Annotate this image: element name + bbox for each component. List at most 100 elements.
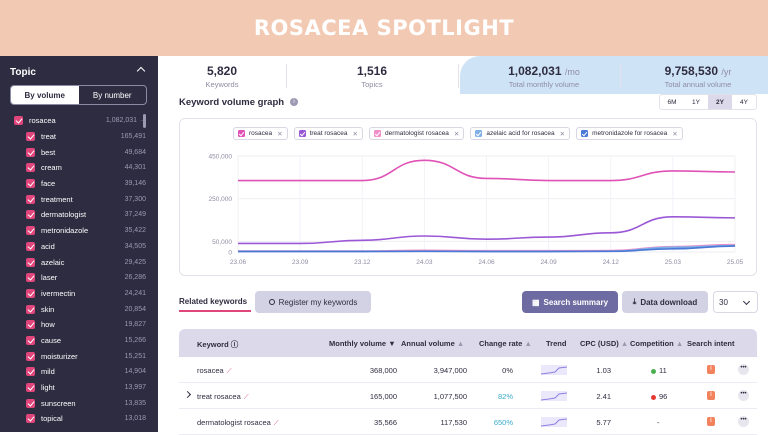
keyword-text: dermatologist rosacea bbox=[197, 418, 271, 427]
topic-item[interactable]: metronidazole 35,422 bbox=[0, 223, 150, 239]
search-summary-button[interactable]: ▦ Search summary bbox=[522, 291, 618, 313]
range-4y[interactable]: 4Y bbox=[740, 98, 748, 106]
table-row[interactable]: dermatologist rosacea ⟋ 35,566 117,530 650% 5… bbox=[179, 409, 757, 435]
more-icon[interactable]: ••• bbox=[738, 390, 749, 401]
checkbox-icon[interactable] bbox=[26, 304, 35, 314]
topic-label: ivermectin bbox=[41, 288, 76, 298]
by-number-button[interactable]: By number bbox=[92, 90, 132, 100]
sort-icon: ▲ bbox=[620, 339, 629, 348]
topic-item[interactable]: light 13,997 bbox=[0, 380, 150, 396]
checkbox-icon[interactable] bbox=[26, 320, 35, 330]
stat-monthly: 1,082,031 /mo Total monthly volume bbox=[474, 56, 614, 94]
topic-item[interactable]: best 49,684 bbox=[0, 144, 150, 160]
topic-item[interactable]: moisturizer 15,251 bbox=[0, 348, 150, 364]
topic-item[interactable]: skin 20,854 bbox=[0, 301, 150, 317]
checkbox-icon[interactable] bbox=[26, 241, 35, 251]
y-tick-label: 250,000 bbox=[209, 196, 233, 203]
topic-item[interactable]: treat 165,491 bbox=[0, 129, 150, 145]
topic-item[interactable]: how 19,827 bbox=[0, 317, 150, 333]
topic-volume: 37,249 bbox=[124, 211, 146, 219]
chevron-up-icon[interactable] bbox=[136, 66, 146, 76]
checkbox-icon[interactable] bbox=[26, 335, 35, 345]
topic-item[interactable]: acid 34,505 bbox=[0, 239, 150, 255]
checkbox-icon[interactable] bbox=[26, 147, 35, 157]
topic-item[interactable]: cause 15,266 bbox=[0, 333, 150, 349]
checkbox-icon[interactable] bbox=[26, 132, 35, 142]
range-2y[interactable]: 2Y bbox=[708, 95, 732, 109]
col-competition[interactable]: Competition ▲ bbox=[630, 339, 683, 348]
checkbox-icon[interactable] bbox=[26, 367, 35, 377]
series-chip[interactable]: dermatologist rosacea ✕ bbox=[368, 127, 465, 140]
topic-item[interactable]: laser 26,286 bbox=[0, 270, 150, 286]
range-6m[interactable]: 6M bbox=[667, 98, 677, 106]
checkbox-icon[interactable] bbox=[581, 130, 589, 137]
expand-icon[interactable] bbox=[183, 390, 192, 399]
table-row[interactable]: treat rosacea ⟋ 165,000 1,077,500 82% 2.41 96 I… bbox=[179, 383, 757, 409]
close-icon[interactable]: ✕ bbox=[559, 130, 566, 138]
close-icon[interactable]: ✕ bbox=[352, 130, 358, 138]
topic-label: best bbox=[41, 147, 56, 157]
topic-item[interactable]: mild 14,904 bbox=[0, 364, 150, 380]
chart-icon[interactable]: ⟋ bbox=[273, 420, 279, 427]
checkbox-icon[interactable] bbox=[26, 383, 35, 393]
checkbox-icon[interactable] bbox=[14, 116, 23, 126]
range-1y[interactable]: 1Y bbox=[692, 98, 700, 106]
checkbox-icon[interactable] bbox=[26, 194, 35, 204]
checkbox-icon[interactable] bbox=[475, 130, 483, 137]
checkbox-icon[interactable] bbox=[238, 130, 245, 137]
col-monthly[interactable]: Monthly volume ▼ bbox=[329, 339, 396, 348]
checkbox-icon[interactable] bbox=[26, 273, 35, 283]
topic-item[interactable]: topical 13,018 bbox=[0, 411, 150, 427]
by-volume-button[interactable]: By volume bbox=[11, 86, 79, 104]
stat-label: Keywords bbox=[205, 80, 239, 89]
checkbox-icon[interactable] bbox=[26, 226, 35, 236]
checkbox-icon[interactable] bbox=[26, 288, 35, 298]
checkbox-icon[interactable] bbox=[26, 398, 35, 408]
page-size-select[interactable]: 30 bbox=[713, 291, 758, 313]
topic-item[interactable]: dermatologist 37,249 bbox=[0, 207, 150, 223]
col-annual[interactable]: Annual volume ▲ bbox=[401, 339, 464, 348]
checkbox-icon[interactable] bbox=[26, 257, 35, 267]
topic-item[interactable]: face 39,146 bbox=[0, 176, 150, 192]
topic-label: face bbox=[41, 179, 56, 189]
more-icon[interactable]: ••• bbox=[738, 416, 749, 427]
topic-item[interactable]: ivermectin 24,241 bbox=[0, 286, 150, 302]
col-change[interactable]: Change rate ▲ bbox=[479, 339, 532, 348]
checkbox-icon[interactable] bbox=[298, 130, 306, 137]
cpc-value: 2.41 bbox=[596, 392, 611, 401]
checkbox-icon[interactable] bbox=[26, 210, 35, 220]
topic-item[interactable]: rosacea 1,082,031 → bbox=[0, 113, 150, 129]
topic-item[interactable]: azelaic 29,425 bbox=[0, 254, 150, 270]
info-icon[interactable]: i bbox=[290, 98, 298, 106]
data-download-button[interactable]: ⤓ Data download bbox=[622, 291, 708, 313]
series-chip[interactable]: metronidazole for rosacea ✕ bbox=[576, 127, 683, 140]
col-keyword[interactable]: Keyword ⓘ bbox=[197, 339, 238, 350]
topic-item[interactable]: cream 44,301 bbox=[0, 160, 150, 176]
table-body: rosacea ⟋ 368,000 3,947,000 0% 1.03 11 I ••• trea… bbox=[179, 357, 757, 435]
register-keywords-button[interactable]: Register my keywords bbox=[255, 291, 371, 313]
series-chip[interactable]: azelaic acid for rosacea ✕ bbox=[470, 127, 571, 140]
chart-icon[interactable]: ⟋ bbox=[243, 394, 249, 401]
topic-item[interactable]: sunscreen 13,835 bbox=[0, 395, 150, 411]
series-chip[interactable]: rosacea ✕ bbox=[233, 127, 288, 140]
tab-related-keywords[interactable]: Related keywords bbox=[179, 297, 248, 306]
close-icon[interactable]: ✕ bbox=[277, 130, 283, 138]
close-icon[interactable]: ✕ bbox=[453, 130, 460, 138]
checkbox-icon[interactable] bbox=[26, 163, 35, 173]
x-tick-label: 24.09 bbox=[540, 259, 557, 266]
series-chip[interactable]: treat rosacea ✕ bbox=[293, 127, 363, 140]
checkbox-icon[interactable] bbox=[26, 351, 35, 361]
series-name: dermatologist rosacea bbox=[384, 130, 449, 137]
checkbox-icon[interactable] bbox=[26, 179, 35, 189]
checkbox-icon[interactable] bbox=[373, 130, 381, 137]
close-icon[interactable]: ✕ bbox=[672, 130, 678, 138]
more-icon[interactable]: ••• bbox=[738, 364, 749, 375]
checkbox-icon[interactable] bbox=[26, 414, 35, 424]
trend-sparkline bbox=[541, 365, 567, 375]
chart-icon[interactable]: ⟋ bbox=[226, 368, 232, 375]
sidebar-scrollbar[interactable] bbox=[143, 114, 146, 128]
col-cpc[interactable]: CPC (USD) ▲ bbox=[580, 339, 628, 348]
topic-item[interactable]: treatment 37,300 bbox=[0, 191, 150, 207]
table-row[interactable]: rosacea ⟋ 368,000 3,947,000 0% 1.03 11 I ••• bbox=[179, 357, 757, 383]
topic-volume: 19,827 bbox=[124, 321, 146, 329]
